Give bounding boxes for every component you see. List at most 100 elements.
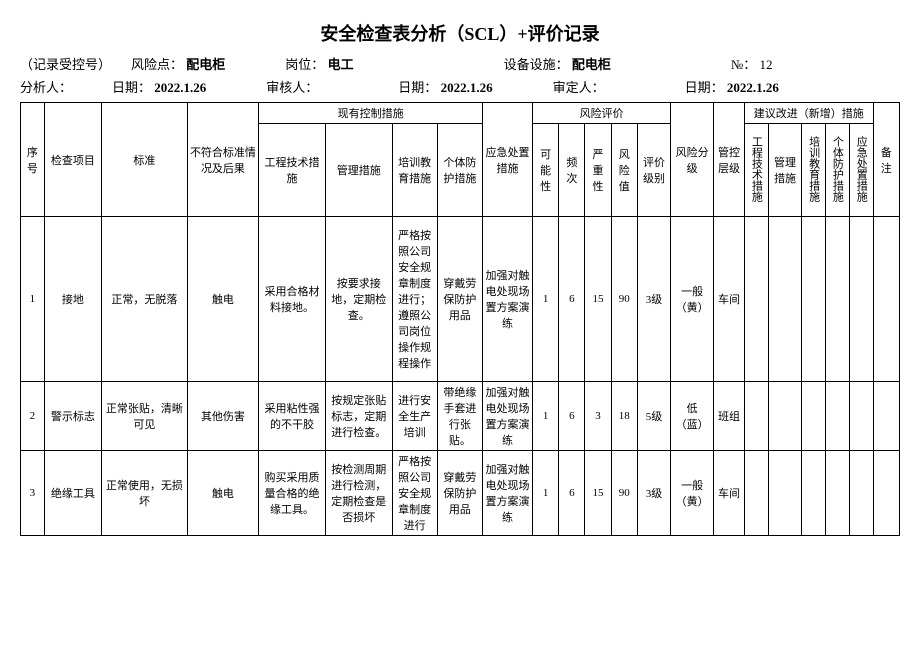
cell-severity: 3	[585, 382, 611, 451]
cell-mgmt: 按检测周期进行检测，定期检查是否损坏	[325, 451, 392, 536]
date3-value: 2022.1.26	[727, 80, 779, 95]
cell-mgmt: 按规定张贴标志，定期进行检查。	[325, 382, 392, 451]
th-risk-group: 风险评价	[533, 103, 671, 124]
cell-sug_eng	[745, 382, 769, 451]
cell-noncompliance: 触电	[187, 217, 258, 382]
th-train: 培训教育措施	[392, 124, 437, 217]
cell-control_level: 班组	[714, 382, 745, 451]
cell-severity: 15	[585, 217, 611, 382]
th-mgmt: 管理措施	[325, 124, 392, 217]
cell-frequency: 6	[559, 217, 585, 382]
th-standard: 标准	[101, 103, 187, 217]
position-value: 电工	[328, 57, 354, 72]
cell-sug_ppe	[825, 217, 849, 382]
cell-emergency: 加强对触电处现场置方案演练	[483, 382, 533, 451]
no-value: 12	[760, 57, 773, 72]
doc-no: №： 12	[731, 54, 773, 73]
th-sug-eng: 工程技术措施	[745, 124, 769, 217]
cell-sug_ppe	[825, 451, 849, 536]
table-row: 1接地正常，无脱落触电采用合格材料接地。按要求接地，定期检查。严格按照公司安全规…	[21, 217, 900, 382]
cell-rating_level: 3级	[637, 451, 670, 536]
facility: 设备设施： 配电柜	[504, 54, 611, 73]
th-emergency: 应急处置措施	[483, 103, 533, 217]
table-row: 3绝缘工具正常使用，无损坏触电购买采用质量合格的绝缘工具。按检测周期进行检测，定…	[21, 451, 900, 536]
th-rlvl: 评价级别	[637, 124, 670, 217]
cell-eng: 购买采用质量合格的绝缘工具。	[259, 451, 326, 536]
reviewer: 审核人：	[266, 77, 318, 96]
th-sug-emerg: 应急处置措施	[849, 124, 873, 217]
table-row: 2警示标志正常张贴，清晰可见其他伤害采用粘性强的不干胶按规定张贴标志，定期进行检…	[21, 382, 900, 451]
doc-title: 安全检查表分析（SCL）+评价记录	[20, 20, 900, 46]
risk-point: 风险点： 配电柜	[131, 54, 225, 73]
cell-sug_eng	[745, 217, 769, 382]
cell-item: 警示标志	[44, 382, 101, 451]
cell-seq: 3	[21, 451, 45, 536]
cell-item: 接地	[44, 217, 101, 382]
cell-sug_ppe	[825, 382, 849, 451]
date2: 日期： 2022.1.26	[398, 77, 492, 96]
cell-eng: 采用合格材料接地。	[259, 217, 326, 382]
risk-point-value: 配电柜	[186, 57, 225, 72]
cell-frequency: 6	[559, 382, 585, 451]
cell-frequency: 6	[559, 451, 585, 536]
cell-risk_value: 18	[611, 382, 637, 451]
cell-rating_level: 5级	[637, 382, 670, 451]
date1: 日期： 2022.1.26	[112, 77, 206, 96]
no-label: №：	[731, 57, 756, 72]
cell-sug_train	[802, 217, 826, 382]
cell-emergency: 加强对触电处现场置方案演练	[483, 451, 533, 536]
cell-sug_emerg	[849, 217, 873, 382]
cell-noncompliance: 其他伤害	[187, 382, 258, 451]
cell-risk_value: 90	[611, 217, 637, 382]
cell-control_level: 车间	[714, 217, 745, 382]
date1-value: 2022.1.26	[154, 80, 206, 95]
th-eng: 工程技术措施	[259, 124, 326, 217]
cell-note	[873, 382, 899, 451]
cell-severity: 15	[585, 451, 611, 536]
th-control-level: 管控层级	[714, 103, 745, 217]
cell-seq: 1	[21, 217, 45, 382]
cell-risk_value: 90	[611, 451, 637, 536]
cell-item: 绝缘工具	[44, 451, 101, 536]
th-sug-train: 培训教育措施	[802, 124, 826, 217]
header-info: （记录受控号） 风险点： 配电柜 岗位： 电工 设备设施： 配电柜 №： 12 …	[20, 54, 900, 100]
cell-possibility: 1	[533, 382, 559, 451]
cell-sug_emerg	[849, 382, 873, 451]
date2-label: 日期：	[398, 80, 437, 95]
cell-possibility: 1	[533, 217, 559, 382]
analyst: 分析人：	[20, 77, 72, 96]
cell-possibility: 1	[533, 451, 559, 536]
cell-standard: 正常，无脱落	[101, 217, 187, 382]
cell-train: 严格按照公司安全规章制度进行	[392, 451, 437, 536]
th-seq: 序号	[21, 103, 45, 217]
cell-standard: 正常使用，无损坏	[101, 451, 187, 536]
cell-risk_class: 一般（黄）	[671, 451, 714, 536]
cell-risk_class: 低（蓝）	[671, 382, 714, 451]
date1-label: 日期：	[112, 80, 151, 95]
th-sug-mgmt: 管理措施	[768, 124, 801, 217]
cell-ppe: 穿戴劳保防护用品	[437, 451, 482, 536]
th-rval: 风险值	[611, 124, 637, 217]
cell-train: 进行安全生产培训	[392, 382, 437, 451]
cell-seq: 2	[21, 382, 45, 451]
th-existing-group: 现有控制措施	[259, 103, 483, 124]
th-freq: 频次	[559, 124, 585, 217]
cell-note	[873, 217, 899, 382]
date2-value: 2022.1.26	[441, 80, 493, 95]
th-ppe: 个体防护措施	[437, 124, 482, 217]
cell-sug_mgmt	[768, 382, 801, 451]
cell-noncompliance: 触电	[187, 451, 258, 536]
cell-mgmt: 按要求接地，定期检查。	[325, 217, 392, 382]
date3-label: 日期：	[685, 80, 724, 95]
cell-standard: 正常张贴，清晰可见	[101, 382, 187, 451]
risk-point-label: 风险点：	[131, 57, 183, 72]
record-no-label: （记录受控号）	[20, 54, 111, 73]
scl-table: 序号 检查项目 标准 不符合标准情况及后果 现有控制措施 应急处置措施 风险评价…	[20, 102, 900, 536]
cell-ppe: 带绝缘手套进行张贴。	[437, 382, 482, 451]
table-head: 序号 检查项目 标准 不符合标准情况及后果 现有控制措施 应急处置措施 风险评价…	[21, 103, 900, 217]
th-suggest-group: 建议改进（新增）措施	[745, 103, 874, 124]
facility-label: 设备设施：	[504, 57, 569, 72]
cell-ppe: 穿戴劳保防护用品	[437, 217, 482, 382]
cell-sug_train	[802, 382, 826, 451]
approver: 审定人：	[553, 77, 605, 96]
